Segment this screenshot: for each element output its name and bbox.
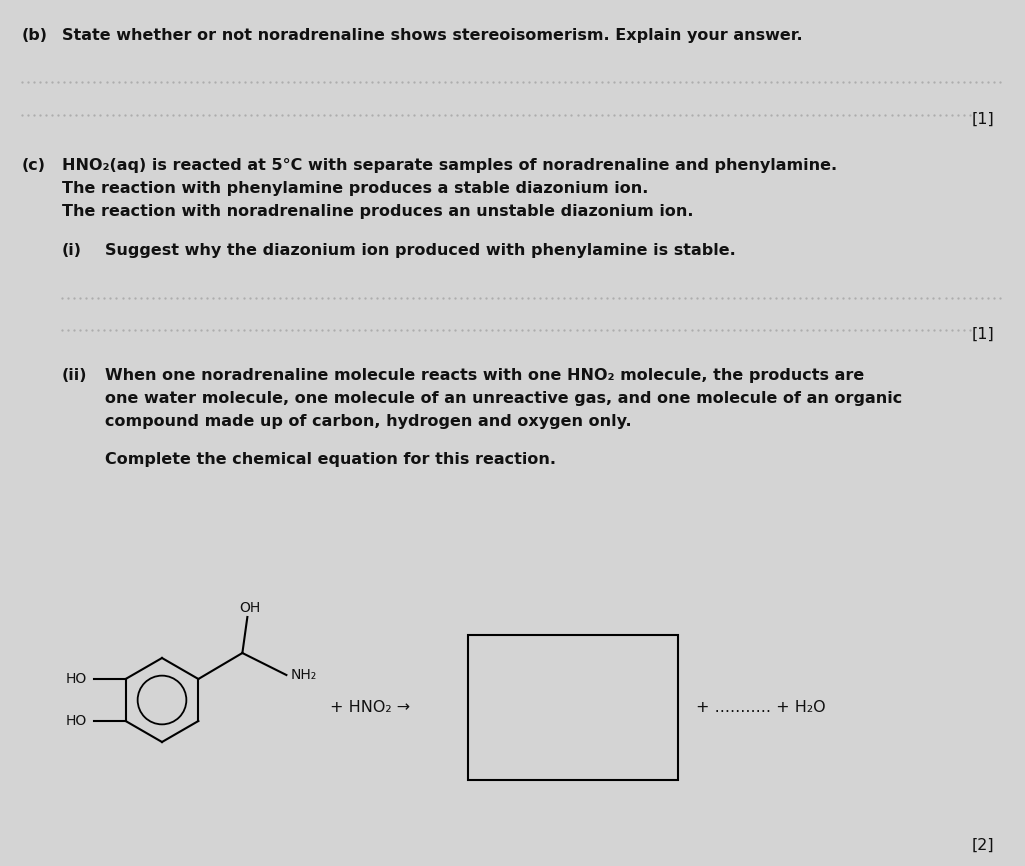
Text: The reaction with noradrenaline produces an unstable diazonium ion.: The reaction with noradrenaline produces… [62, 204, 694, 219]
Text: compound made up of carbon, hydrogen and oxygen only.: compound made up of carbon, hydrogen and… [105, 414, 631, 429]
Text: State whether or not noradrenaline shows stereoisomerism. Explain your answer.: State whether or not noradrenaline shows… [62, 28, 803, 43]
Text: NH₂: NH₂ [290, 668, 317, 682]
Text: HO: HO [66, 714, 87, 728]
Bar [468, 635, 678, 780]
Text: (ii): (ii) [62, 368, 87, 383]
Text: [1]: [1] [972, 112, 994, 127]
Text: The reaction with phenylamine produces a stable diazonium ion.: The reaction with phenylamine produces a… [62, 181, 649, 196]
Text: (b): (b) [22, 28, 48, 43]
Text: When one noradrenaline molecule reacts with one HNO₂ molecule, the products are: When one noradrenaline molecule reacts w… [105, 368, 864, 383]
Text: Suggest why the diazonium ion produced with phenylamine is stable.: Suggest why the diazonium ion produced w… [105, 243, 736, 258]
Text: (i): (i) [62, 243, 82, 258]
Text: HNO₂(aq) is reacted at 5°C with separate samples of noradrenaline and phenylamin: HNO₂(aq) is reacted at 5°C with separate… [62, 158, 837, 173]
Text: Complete the chemical equation for this reaction.: Complete the chemical equation for this … [105, 452, 556, 467]
Text: [1]: [1] [972, 327, 994, 342]
Text: OH: OH [240, 601, 260, 615]
Text: [2]: [2] [972, 838, 994, 853]
Text: + ........... + H₂O: + ........... + H₂O [696, 700, 825, 715]
Text: + HNO₂ →: + HNO₂ → [330, 700, 410, 715]
Text: (c): (c) [22, 158, 46, 173]
Text: HO: HO [66, 672, 87, 686]
Text: one water molecule, one molecule of an unreactive gas, and one molecule of an or: one water molecule, one molecule of an u… [105, 391, 902, 406]
